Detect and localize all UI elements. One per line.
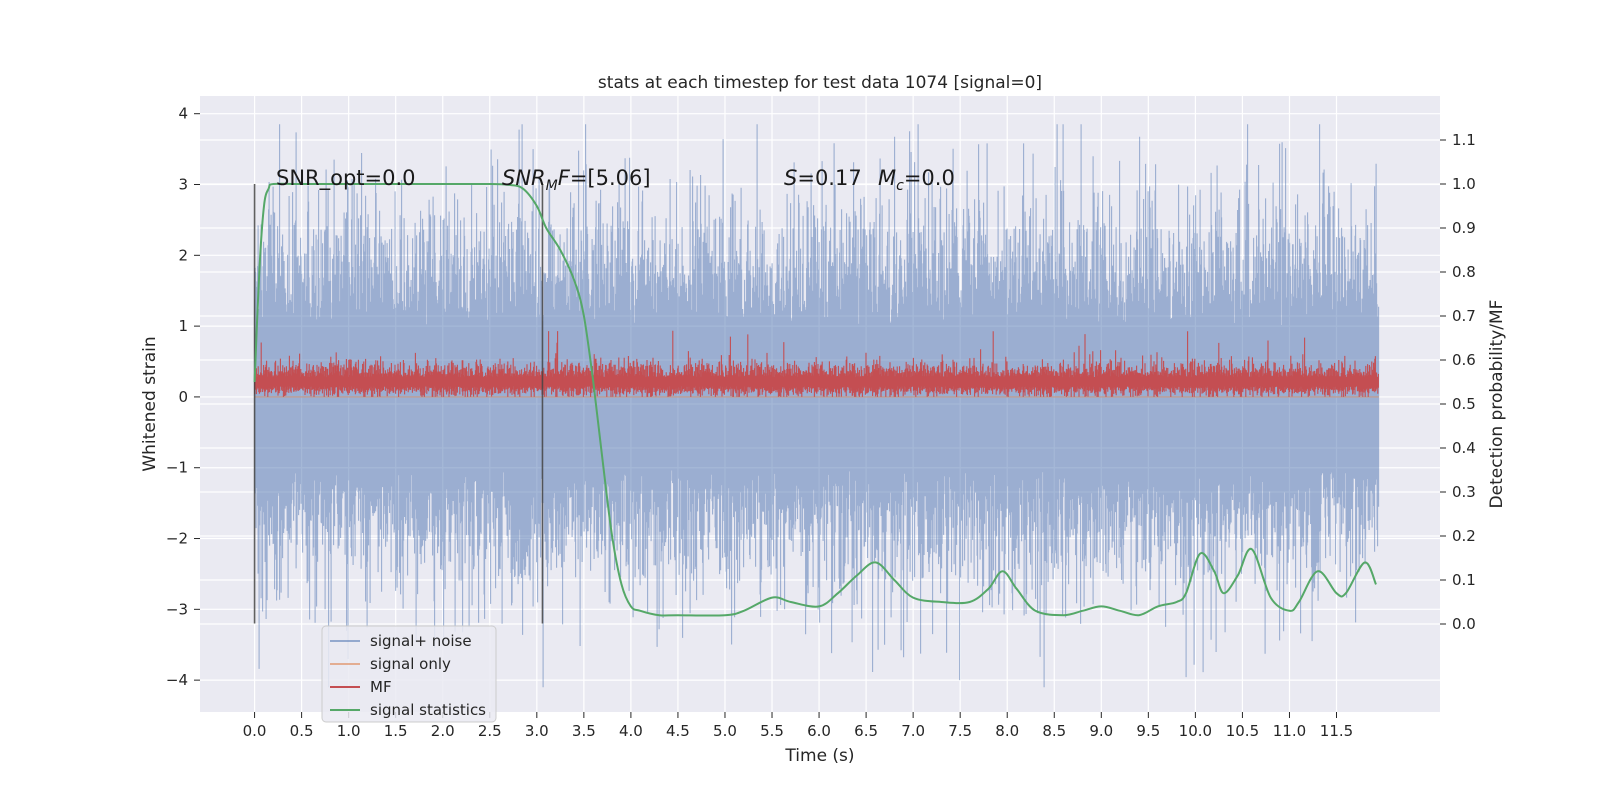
x-tick-label: 4.0 — [619, 722, 643, 740]
annotation-snr-mf-rest-f: F — [558, 166, 571, 190]
y-tick-label: 3 — [178, 176, 188, 194]
signal-statistics-line — [253, 182, 1377, 617]
y-right-tick-label: 0.6 — [1452, 351, 1476, 369]
y-right-tick-label: 0.1 — [1452, 571, 1476, 589]
annotation-s: S=0.17 — [784, 166, 862, 190]
x-tick-label: 4.5 — [666, 722, 690, 740]
x-tick-label: 10.0 — [1179, 722, 1212, 740]
x-tick-label: 8.0 — [995, 722, 1019, 740]
vertical-markers — [253, 184, 544, 624]
x-tick-label: 2.0 — [431, 722, 455, 740]
x-tick-label: 6.0 — [807, 722, 831, 740]
y-right-tick-label: 1.0 — [1452, 175, 1476, 193]
x-tick-label: 5.0 — [713, 722, 737, 740]
y-tick-label: −4 — [166, 671, 188, 689]
y-tick-label: −2 — [166, 530, 188, 548]
y-tick-label: 2 — [178, 246, 188, 264]
x-tick-label: 1.0 — [337, 722, 361, 740]
x-tick-label: 1.5 — [384, 722, 408, 740]
legend-box — [321, 625, 497, 723]
y-right-tick-label: 0.5 — [1452, 395, 1476, 413]
y-axis-right-label: Detection probability/MF — [1487, 300, 1507, 509]
y-tick-label: 0 — [178, 388, 188, 406]
annotation-mc-sub: c — [896, 178, 904, 194]
y-tick-label: −1 — [166, 459, 188, 477]
annotation-mc-value: =0.0 — [904, 166, 955, 190]
x-tick-label: 9.0 — [1089, 722, 1113, 740]
x-tick-label: 3.0 — [525, 722, 549, 740]
y-right-tick-label: 0.3 — [1452, 483, 1476, 501]
x-tick-label: 9.5 — [1136, 722, 1160, 740]
x-tick-label: 5.5 — [760, 722, 784, 740]
legend-label-signal-only: signal only — [370, 655, 451, 673]
x-tick-label: 8.5 — [1042, 722, 1066, 740]
annotation-s-value: =0.17 — [797, 166, 861, 190]
y-tick-label: 4 — [178, 105, 188, 123]
x-tick-label: 0.0 — [243, 722, 267, 740]
annotation-s-letter: S — [784, 166, 797, 190]
annotation-snr-mf-rest: =[5.06] — [570, 166, 651, 190]
y-tick-label: 1 — [178, 317, 188, 335]
x-tick-label: 2.5 — [478, 722, 502, 740]
annotation-snr-mf-main: SNR — [502, 166, 546, 190]
series-signal-statistics — [253, 182, 1377, 617]
y-tick-label: −3 — [166, 600, 188, 618]
y-right-tick-label: 0.7 — [1452, 307, 1476, 325]
y-right-tick-label: 0.4 — [1452, 439, 1476, 457]
x-tick-label: 11.0 — [1273, 722, 1306, 740]
x-tick-label: 6.5 — [854, 722, 878, 740]
x-tick-label: 10.5 — [1226, 722, 1259, 740]
y-right-tick-label: 1.1 — [1452, 131, 1476, 149]
y-axis-label: Whitened strain — [140, 336, 160, 471]
x-tick-label: 7.5 — [948, 722, 972, 740]
x-tick-label: 7.0 — [901, 722, 925, 740]
legend-label-mf: MF — [370, 678, 392, 696]
annotation-snr-mf-sub: M — [546, 178, 558, 194]
y-right-tick-label: 0.8 — [1452, 263, 1476, 281]
annotation-mc-letter: M — [878, 166, 896, 190]
y-right-tick-label: 0.2 — [1452, 527, 1476, 545]
chart-title: stats at each timestep for test data 107… — [598, 73, 1042, 93]
annotation-mc: Mc=0.0 — [878, 166, 955, 194]
legend-label-signal-noise: signal+ noise — [370, 632, 472, 650]
y-right-tick-label: 0.0 — [1452, 615, 1476, 633]
y-right-tick-label: 0.9 — [1452, 219, 1476, 237]
legend-label-signal-statistics: signal statistics — [370, 701, 486, 719]
annotation-snr-opt: SNR_opt=0.0 — [276, 166, 416, 191]
x-tick-label: 0.5 — [290, 722, 314, 740]
x-axis-label: Time (s) — [784, 746, 854, 766]
legend: signal+ noise signal only MF signal stat… — [321, 625, 497, 723]
x-tick-label: 3.5 — [572, 722, 596, 740]
x-tick-label: 11.5 — [1320, 722, 1353, 740]
annotation-snr-mf: SNRMF=[5.06] — [502, 166, 651, 194]
tick-labels: 0.0 0.5 1.0 1.5 2.0 2.5 3.0 3.5 4.0 4.5 5.0 5.5 6.0 6… — [166, 105, 1476, 740]
